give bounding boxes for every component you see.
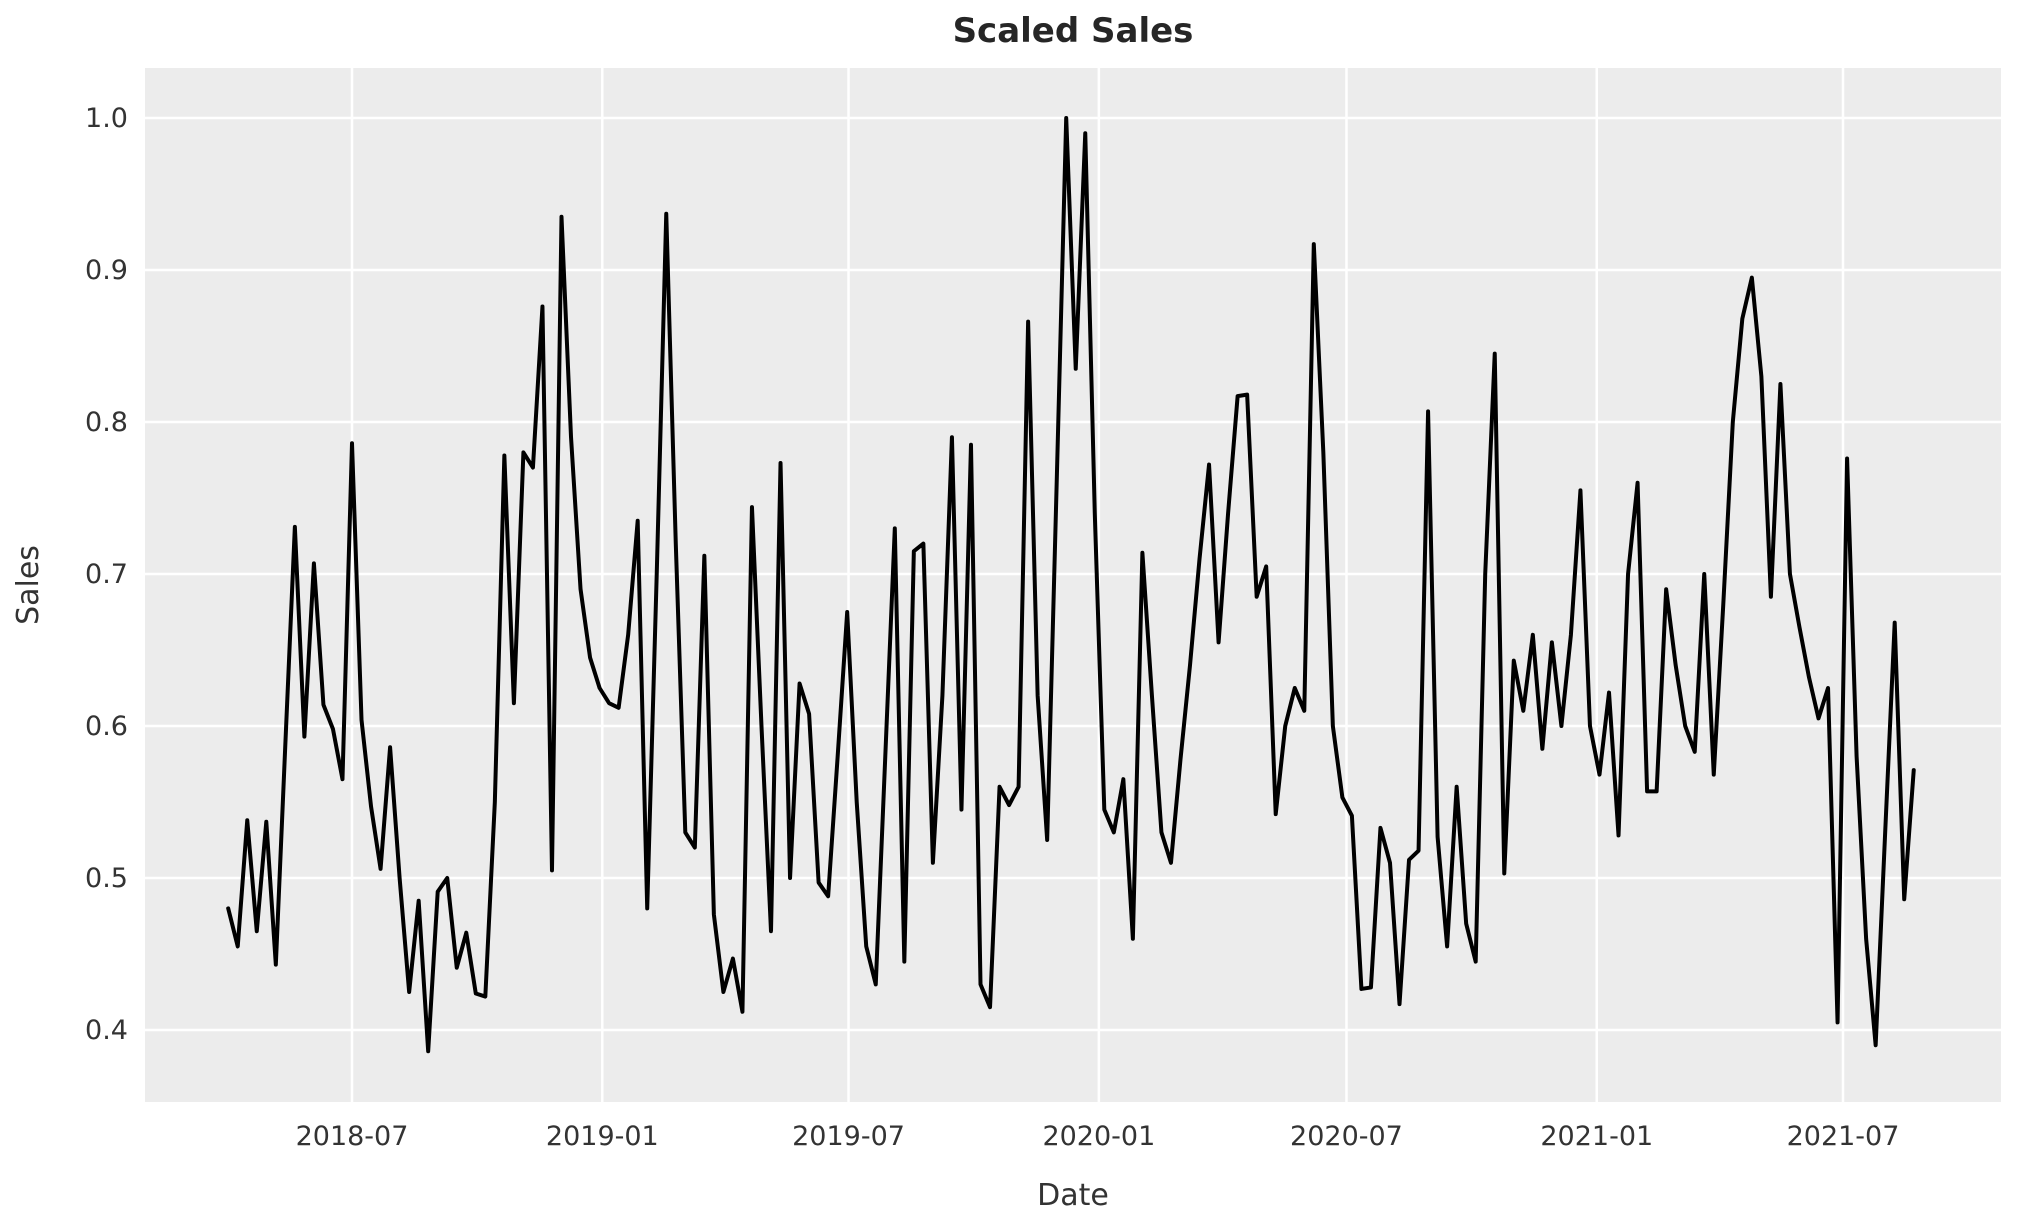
x-tick-label: 2018-07 bbox=[296, 1121, 409, 1152]
series-line-group bbox=[226, 116, 1916, 1054]
y-tick-label: 0.6 bbox=[85, 711, 128, 742]
y-tick-labels: 0.4 0.5 0.6 0.7 0.8 0.9 1.0 bbox=[85, 103, 128, 1046]
series-line bbox=[226, 116, 1916, 1054]
y-tick-label: 0.4 bbox=[85, 1015, 128, 1046]
x-tick-labels: 2018-07 2019-01 2019-07 2020-01 2020-07 2021-… bbox=[296, 1121, 1900, 1152]
x-tick-label: 2019-01 bbox=[546, 1121, 659, 1152]
x-tick-label: 2021-01 bbox=[1540, 1121, 1653, 1152]
y-tick-label: 0.8 bbox=[85, 407, 128, 438]
y-axis-label: Sales bbox=[11, 545, 46, 625]
x-tick-label: 2020-07 bbox=[1290, 1121, 1403, 1152]
x-tick-label: 2020-01 bbox=[1042, 1121, 1155, 1152]
x-tick-label: 2021-07 bbox=[1787, 1121, 1900, 1152]
x-tick-label: 2019-07 bbox=[792, 1121, 905, 1152]
y-tick-label: 0.9 bbox=[85, 255, 128, 286]
y-tick-label: 1.0 bbox=[85, 103, 128, 134]
x-axis-label: Date bbox=[1037, 1178, 1109, 1213]
chart-title: Scaled Sales bbox=[953, 11, 1194, 51]
y-tick-label: 0.5 bbox=[85, 863, 128, 894]
y-tick-label: 0.7 bbox=[85, 559, 128, 590]
